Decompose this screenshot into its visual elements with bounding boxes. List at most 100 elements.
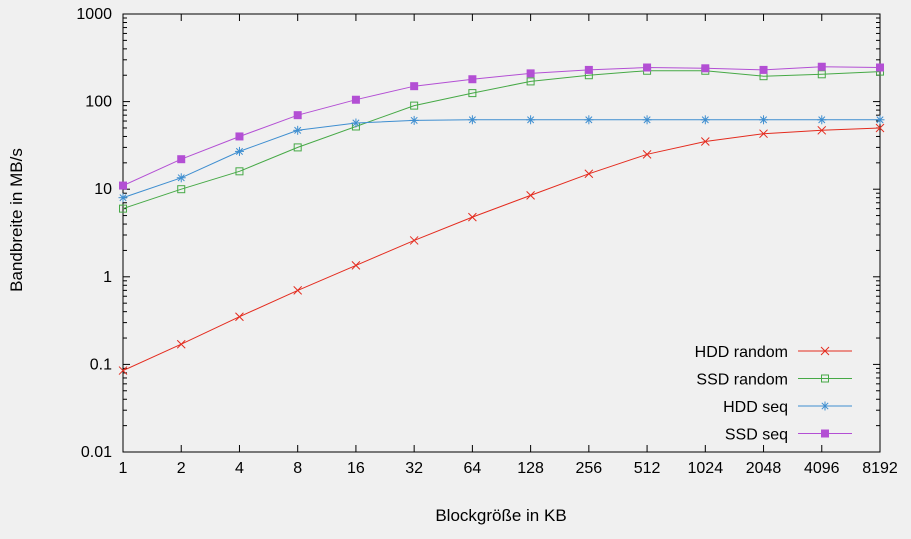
marker-stroke	[177, 185, 186, 194]
marker-fill	[293, 111, 302, 120]
x-tick-label: 16	[347, 460, 365, 477]
marker-stroke	[585, 116, 593, 124]
marker-filled-square	[119, 181, 127, 190]
marker-fill	[701, 64, 710, 73]
x-tick-label: 8192	[862, 460, 898, 477]
legend-entry-ssd-seq: SSD seq	[725, 427, 852, 444]
marker-filled-square	[876, 63, 884, 72]
marker-stroke	[817, 70, 826, 79]
marker-asterisk	[642, 115, 652, 125]
marker-stroke	[526, 191, 535, 200]
marker-asterisk	[118, 193, 128, 203]
marker-open-square	[468, 89, 477, 98]
marker-asterisk	[234, 146, 244, 156]
marker-fill	[235, 132, 244, 141]
series-line-hdd-seq	[122, 119, 880, 199]
marker-stroke	[293, 143, 302, 152]
legend-label: SSD seq	[725, 427, 788, 444]
marker-stroke	[176, 339, 186, 349]
marker-x	[759, 129, 768, 139]
series-line-ssd-seq	[122, 66, 881, 187]
marker-x	[235, 312, 244, 322]
marker-filled-square	[821, 429, 829, 438]
marker-open-square	[235, 167, 244, 176]
marker-stroke	[468, 116, 476, 124]
marker-open-square	[817, 70, 826, 79]
marker-open-square	[293, 143, 302, 152]
marker-asterisk	[526, 115, 536, 125]
marker-filled-square	[817, 62, 826, 71]
marker-stroke	[643, 116, 651, 124]
x-tick-label: 256	[575, 460, 602, 477]
marker-filled-square	[351, 95, 360, 104]
marker-stroke	[235, 167, 244, 176]
marker-filled-square	[701, 64, 710, 73]
marker-filled-square	[584, 65, 593, 74]
marker-stroke	[235, 147, 244, 155]
marker-open-square	[526, 77, 535, 86]
marker-x	[351, 261, 361, 270]
marker-x	[817, 125, 827, 135]
marker-asterisk	[176, 173, 186, 183]
marker-x	[584, 169, 594, 179]
marker-stroke	[410, 116, 418, 124]
marker-filled-square	[759, 65, 768, 74]
series-ssd-random	[119, 66, 884, 213]
marker-asterisk	[875, 115, 885, 125]
marker-stroke	[118, 366, 128, 375]
marker-fill	[468, 75, 477, 84]
marker-stroke	[821, 402, 829, 410]
y-tick-label: 0.01	[81, 444, 112, 461]
marker-fill	[410, 82, 419, 91]
marker-asterisk	[351, 118, 361, 128]
marker-fill	[821, 429, 829, 438]
marker-filled-square	[293, 111, 302, 120]
series-hdd-random	[118, 123, 885, 375]
marker-fill	[876, 63, 884, 72]
marker-stroke	[821, 374, 829, 383]
x-tick-label: 2	[177, 460, 186, 477]
marker-stroke	[526, 77, 535, 86]
x-tick-label: 1	[119, 460, 128, 477]
marker-asterisk	[584, 115, 594, 125]
data-series	[118, 62, 885, 375]
marker-stroke	[759, 116, 768, 124]
marker-stroke	[642, 149, 652, 159]
marker-open-square	[177, 185, 186, 194]
legend-entry-hdd-random: HDD random	[695, 344, 852, 361]
axis-ticks: 1 2 4 8 16 32 64 128 256 512 1024 2048 4096 8192 0.01 0…	[76, 6, 897, 477]
marker-asterisk	[759, 115, 769, 125]
x-tick-label: 32	[405, 460, 423, 477]
marker-x	[176, 339, 186, 349]
legend-entry-ssd-random: SSD random	[696, 372, 852, 389]
marker-fill	[643, 63, 652, 72]
marker-stroke	[177, 174, 185, 182]
marker-asterisk	[817, 115, 827, 125]
marker-stroke	[351, 261, 361, 270]
marker-filled-square	[235, 132, 244, 141]
marker-stroke	[352, 119, 360, 127]
marker-filled-square	[410, 82, 419, 91]
marker-fill	[177, 155, 186, 164]
x-tick-label: 4096	[804, 460, 840, 477]
marker-stroke	[119, 204, 127, 213]
x-axis-label: Blockgröße in KB	[435, 506, 566, 525]
marker-stroke	[410, 101, 419, 110]
legend-label: HDD seq	[723, 399, 788, 416]
marker-stroke	[701, 116, 709, 124]
marker-filled-square	[468, 75, 477, 84]
marker-stroke	[527, 116, 535, 124]
marker-stroke	[584, 169, 594, 179]
marker-x	[642, 149, 652, 159]
marker-fill	[817, 62, 826, 71]
legend-entry-hdd-seq: HDD seq	[723, 399, 852, 416]
marker-filled-square	[643, 63, 652, 72]
series-line-ssd-random	[122, 70, 881, 210]
x-tick-label: 1024	[688, 460, 724, 477]
marker-open-square	[119, 204, 127, 213]
marker-x	[118, 366, 128, 375]
marker-stroke	[875, 123, 885, 133]
marker-open-square	[821, 374, 829, 383]
